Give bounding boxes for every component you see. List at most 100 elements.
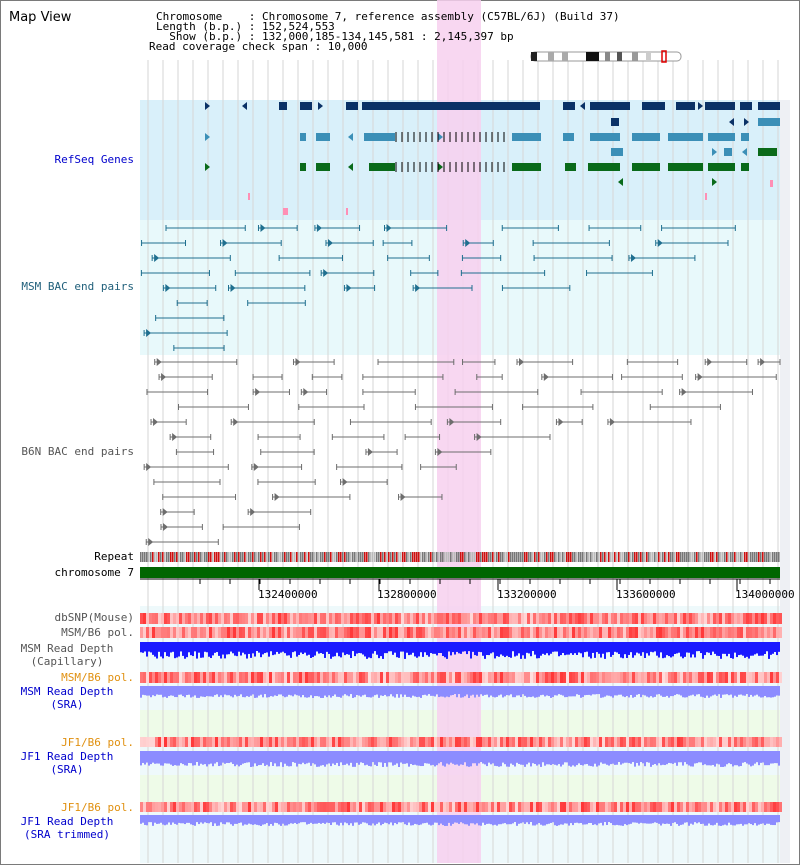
read-depth-mark — [324, 815, 326, 824]
heat-mark — [449, 627, 452, 638]
read-depth-mark — [496, 815, 498, 826]
read-depth-mark — [716, 642, 718, 656]
track-label-msm-bac[interactable]: MSM BAC end pairs — [21, 280, 134, 293]
track-label-msm-depth-cap[interactable]: MSM Read Depth — [20, 642, 114, 655]
repeat-mark — [702, 552, 704, 562]
heat-mark — [560, 737, 563, 747]
read-depth-mark — [314, 815, 316, 824]
bac-pair-arrow — [476, 433, 482, 441]
read-depth-mark — [318, 642, 320, 654]
read-depth-mark — [428, 815, 430, 825]
repeat-mark — [306, 552, 308, 562]
repeat-mark — [408, 552, 410, 562]
heat-mark — [689, 613, 692, 624]
read-depth-mark — [524, 815, 526, 824]
repeat-mark — [596, 552, 598, 562]
read-depth-mark — [748, 642, 750, 659]
heat-mark — [389, 627, 392, 638]
bac-pair-arrow — [253, 463, 259, 471]
repeat-mark — [464, 552, 466, 562]
read-depth-mark — [366, 815, 368, 824]
repeat-mark — [266, 552, 268, 562]
read-depth-mark — [452, 815, 454, 824]
bac-pair-arrow — [233, 418, 239, 426]
read-depth-mark — [300, 686, 302, 698]
track-label-msm-b6-pol-2[interactable]: MSM/B6 pol. — [61, 671, 134, 684]
repeat-mark — [726, 552, 728, 562]
read-depth-mark — [734, 686, 736, 696]
read-depth-mark — [338, 815, 340, 826]
read-depth-mark — [536, 686, 538, 698]
track-label-dbsnp[interactable]: dbSNP(Mouse) — [54, 611, 134, 624]
heat-mark — [431, 613, 434, 624]
read-depth-mark — [678, 686, 680, 695]
heat-mark — [677, 672, 680, 683]
heat-mark — [551, 613, 554, 624]
read-depth-mark — [244, 642, 246, 655]
read-depth-mark — [644, 686, 646, 696]
heat-mark — [293, 627, 296, 638]
heat-mark — [350, 802, 353, 812]
read-depth-mark — [490, 815, 492, 825]
track-label-repeat[interactable]: Repeat — [94, 550, 134, 563]
read-depth-mark — [482, 642, 484, 656]
read-depth-mark — [282, 815, 284, 824]
track-label-jf1-depth-sra[interactable]: JF1 Read Depth — [20, 750, 114, 763]
heat-mark — [458, 802, 461, 812]
read-depth-mark — [628, 815, 630, 825]
read-depth-mark — [384, 815, 386, 823]
heat-mark — [479, 802, 482, 812]
ideogram-band — [548, 52, 554, 61]
read-depth-mark — [748, 751, 750, 765]
track-label-refseq[interactable]: RefSeq Genes — [54, 153, 134, 166]
heat-mark — [140, 672, 143, 683]
track-label-jf1-b6-pol-2[interactable]: JF1/B6 pol. — [61, 801, 134, 814]
read-depth-mark — [344, 815, 346, 823]
read-depth-mark — [254, 642, 256, 657]
heat-mark — [245, 627, 248, 638]
heat-mark — [218, 802, 221, 812]
read-depth-mark — [222, 815, 224, 824]
repeat-mark — [634, 552, 636, 562]
read-depth-mark — [552, 815, 554, 823]
track-label-jf1-b6-pol[interactable]: JF1/B6 pol. — [61, 736, 134, 749]
heat-mark — [701, 802, 704, 812]
read-depth-mark — [774, 815, 776, 826]
heat-mark — [464, 737, 467, 747]
heat-mark — [494, 802, 497, 812]
repeat-mark — [462, 552, 464, 562]
track-label-msm-depth-sra[interactable]: MSM Read Depth — [20, 685, 114, 698]
read-depth-mark — [580, 642, 582, 654]
read-depth-mark — [288, 642, 290, 656]
read-depth-mark — [746, 751, 748, 764]
read-depth-mark — [294, 815, 296, 823]
heat-mark — [494, 672, 497, 683]
read-depth-mark — [650, 751, 652, 767]
read-depth-mark — [234, 642, 236, 656]
heat-mark — [707, 613, 710, 624]
track-label-jf1-depth-trim[interactable]: JF1 Read Depth — [20, 815, 114, 828]
heat-mark — [572, 737, 575, 747]
heat-mark — [602, 627, 605, 638]
repeat-mark — [584, 552, 586, 562]
read-depth-mark — [598, 751, 600, 766]
read-depth-mark — [586, 642, 588, 652]
heat-mark — [749, 627, 752, 638]
track-label-b6n-bac[interactable]: B6N BAC end pairs — [21, 445, 134, 458]
track-label-msm-b6-pol[interactable]: MSM/B6 pol. — [61, 626, 134, 639]
read-depth-mark — [520, 686, 522, 698]
bac-pair-arrow — [303, 388, 309, 396]
repeat-mark — [460, 552, 462, 562]
heat-mark — [779, 802, 782, 812]
heat-mark — [164, 802, 167, 812]
read-depth-mark — [536, 751, 538, 766]
heat-mark — [368, 627, 371, 638]
repeat-mark — [234, 552, 236, 562]
read-depth-mark — [610, 686, 612, 697]
read-depth-mark — [232, 686, 234, 698]
heat-mark — [185, 802, 188, 812]
heat-mark — [674, 737, 677, 747]
heat-mark — [377, 613, 380, 624]
heat-mark — [674, 627, 677, 638]
